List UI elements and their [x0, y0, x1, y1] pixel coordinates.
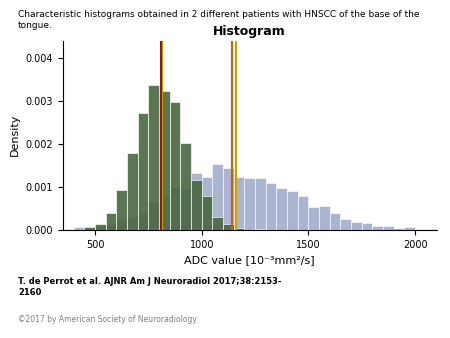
Text: T. de Perrot et al. AJNR Am J Neuroradiol 2017;38:2153-
2160: T. de Perrot et al. AJNR Am J Neuroradio… [18, 277, 282, 296]
Title: Histogram: Histogram [213, 25, 286, 38]
Bar [117, 190, 127, 230]
Bar [319, 206, 330, 230]
Bar [266, 183, 276, 230]
Text: AMERICAN JOURNAL OF NEURORADIOLOGY: AMERICAN JOURNAL OF NEURORADIOLOGY [294, 313, 399, 317]
Bar [351, 222, 362, 230]
Bar [148, 85, 159, 230]
Bar [117, 219, 127, 230]
Bar [84, 227, 95, 230]
X-axis label: ADC value [10⁻³mm²/s]: ADC value [10⁻³mm²/s] [184, 255, 315, 265]
Bar [95, 225, 106, 230]
Bar [373, 225, 383, 230]
Bar [234, 177, 244, 230]
Bar [191, 180, 202, 230]
Bar [170, 102, 180, 230]
Bar [330, 214, 341, 230]
Bar [106, 213, 117, 230]
Y-axis label: Density: Density [10, 114, 20, 156]
Bar [138, 213, 148, 230]
Bar [159, 92, 170, 230]
Text: Characteristic histograms obtained in 2 different patients with HNSCC of the bas: Characteristic histograms obtained in 2 … [18, 10, 419, 29]
Bar [127, 217, 138, 230]
Bar [127, 153, 138, 230]
Bar [405, 227, 415, 230]
Bar [212, 217, 223, 230]
Bar [383, 225, 394, 230]
Bar [106, 224, 117, 230]
Bar [202, 196, 212, 230]
Bar [148, 202, 159, 230]
Bar [308, 207, 319, 230]
Bar [138, 113, 148, 230]
Bar [426, 229, 436, 230]
Bar [223, 168, 234, 230]
Bar [170, 187, 180, 230]
Bar [223, 224, 234, 230]
Bar [341, 219, 351, 230]
Bar [255, 178, 266, 230]
Text: ©2017 by American Society of Neuroradiology: ©2017 by American Society of Neuroradiol… [18, 315, 197, 324]
Bar [362, 223, 373, 230]
Bar [180, 189, 191, 230]
Bar [180, 143, 191, 230]
Bar [191, 173, 202, 230]
Bar [202, 177, 212, 230]
Bar [212, 164, 223, 230]
Bar [287, 191, 298, 230]
Bar [415, 229, 426, 230]
Bar [84, 227, 95, 230]
Bar [276, 188, 287, 230]
Bar [394, 228, 405, 230]
Bar [63, 229, 74, 230]
Bar [74, 227, 84, 230]
Bar [159, 196, 170, 230]
Text: AJNR: AJNR [294, 284, 347, 303]
Bar [298, 196, 308, 230]
Bar [234, 228, 244, 230]
Bar [244, 178, 255, 230]
Bar [95, 224, 106, 230]
